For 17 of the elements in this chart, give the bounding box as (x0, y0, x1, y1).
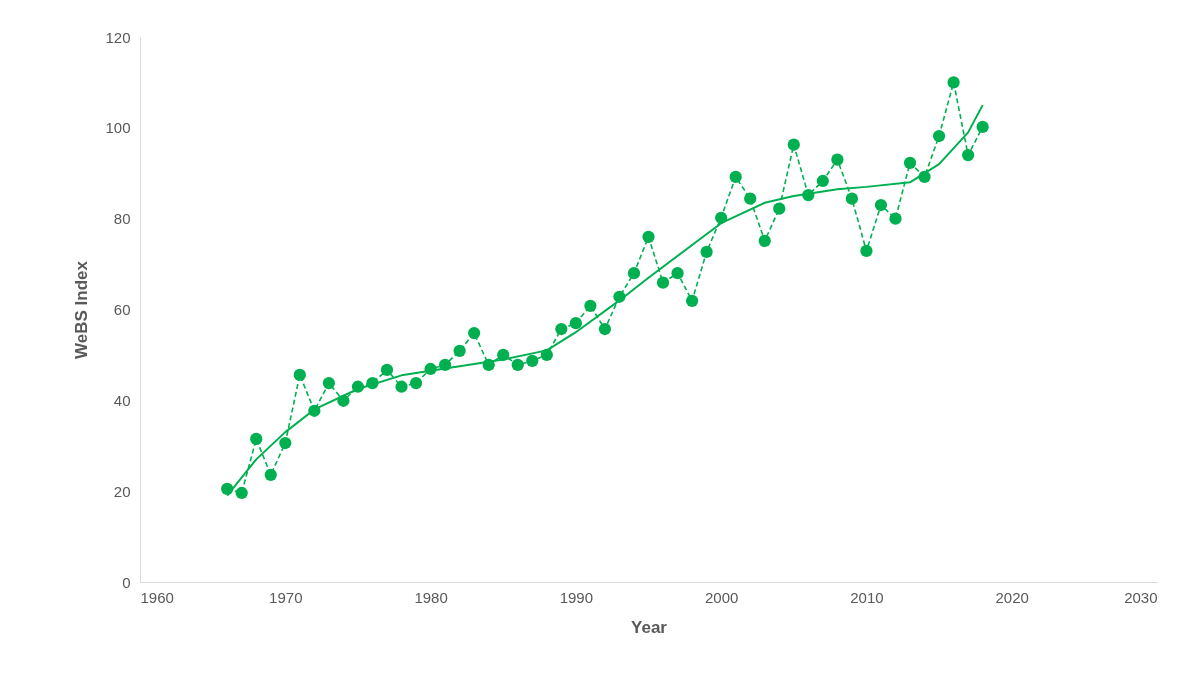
x-tick-label: 1990 (559, 588, 594, 606)
y-tick-label: 60 (113, 301, 131, 318)
x-tick-label: 2000 (704, 588, 739, 606)
y-tick-label: 40 (113, 391, 131, 409)
x-tick-label: 2030 (1124, 588, 1158, 606)
y-tick-label: 120 (105, 28, 131, 46)
x-tick-label: 2020 (995, 588, 1029, 606)
x-tick-label: 2010 (850, 588, 884, 606)
y-axis-title: WeBS Index (72, 260, 92, 359)
y-tick-label: 100 (105, 119, 131, 137)
y-tick-label: 0 (122, 573, 131, 591)
x-tick-label: 1980 (414, 588, 448, 606)
y-tick-label: 80 (113, 210, 131, 228)
x-axis-title: Year (631, 617, 668, 637)
y-tick-label: 20 (113, 482, 131, 500)
x-tick-label: 1970 (269, 588, 303, 606)
x-tick-label: 1960 (140, 588, 174, 606)
